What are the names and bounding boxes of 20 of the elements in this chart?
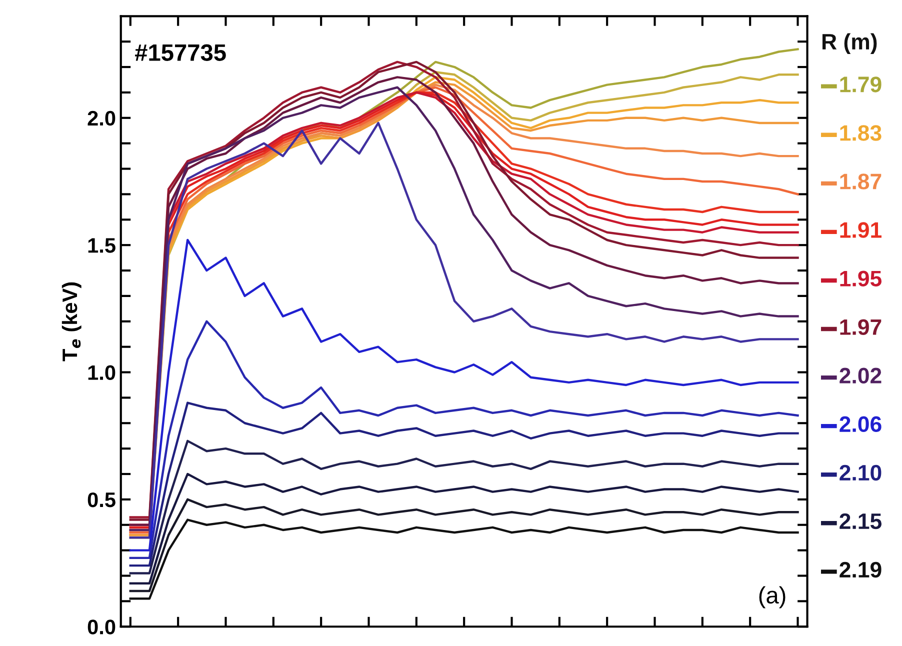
legend-label: 1.87 bbox=[840, 174, 882, 190]
legend-label: 1.79 bbox=[840, 76, 882, 92]
annotation: (a) bbox=[759, 586, 786, 608]
legend-label: 1.83 bbox=[840, 125, 882, 141]
y-axis-title: T$_{e}$ (keV) bbox=[62, 282, 82, 362]
legend-label: 2.10 bbox=[840, 464, 882, 481]
legend-label: 2.19 bbox=[840, 562, 882, 578]
annotation: #157735 bbox=[135, 44, 226, 61]
legend-label: 1.97 bbox=[840, 319, 882, 335]
legend-title: R (m) bbox=[822, 33, 877, 54]
y-tick-label: 0.5 bbox=[88, 492, 116, 508]
y-tick-label: 2.0 bbox=[88, 110, 116, 126]
y-tick-label: 1.0 bbox=[88, 365, 116, 380]
y-tick-label: 0.0 bbox=[88, 620, 116, 634]
y-tick-label: 1.5 bbox=[88, 238, 116, 253]
legend-label: 2.06 bbox=[840, 416, 882, 432]
legend-label: 1.95 bbox=[840, 270, 882, 286]
legend-label: 1.91 bbox=[840, 222, 882, 238]
legend-label: 2.02 bbox=[840, 368, 882, 384]
legend-label: 2.15 bbox=[840, 513, 882, 530]
